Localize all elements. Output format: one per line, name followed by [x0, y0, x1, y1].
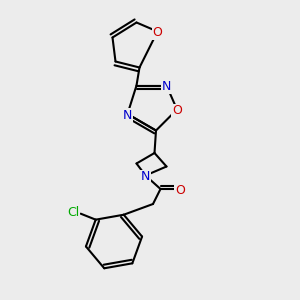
Text: O: O — [175, 184, 185, 197]
Text: Cl: Cl — [67, 206, 79, 219]
Text: N: N — [141, 170, 150, 184]
Text: N: N — [162, 80, 171, 94]
Text: N: N — [123, 109, 132, 122]
Text: O: O — [172, 104, 182, 118]
Text: O: O — [153, 26, 162, 40]
